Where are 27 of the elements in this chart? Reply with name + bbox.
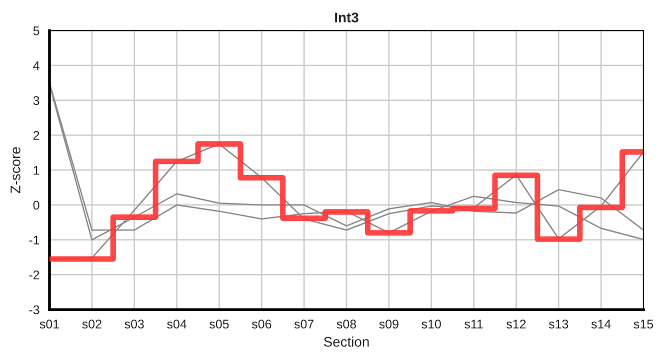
x-tick-label: s05 (209, 320, 229, 329)
x-tick-label: s04 (167, 320, 186, 329)
x-tick-label: s09 (379, 320, 398, 329)
y-tick-label: 1 (34, 166, 40, 175)
y-tick-label: -1 (29, 236, 40, 244)
y-tick-label: -3 (29, 305, 40, 314)
x-tick-label: s13 (548, 320, 568, 329)
x-tick-label: s14 (591, 320, 611, 329)
x-tick-label: s11 (464, 320, 483, 329)
chart-title: Int3 (335, 12, 358, 22)
y-tick-label: 4 (33, 61, 40, 70)
x-tick-label: s08 (336, 320, 356, 329)
y-tick-label: 3 (33, 96, 40, 105)
y-tick-label: 0 (33, 200, 40, 210)
x-axis-title: Section (324, 336, 369, 347)
x-tick-label: s01 (40, 320, 59, 329)
x-tick-label: s06 (252, 320, 272, 329)
x-tick-label: s07 (294, 320, 314, 329)
x-tick-label: s02 (82, 320, 102, 329)
x-tick-label: s10 (422, 320, 441, 329)
x-tick-label: s12 (506, 320, 526, 329)
x-tick-label: s03 (124, 320, 144, 329)
x-tick-label: s15 (634, 320, 654, 329)
y-tick-label: 5 (33, 26, 40, 36)
y-tick-label: -2 (29, 270, 40, 280)
y-axis-title: Z-score (10, 147, 20, 194)
y-tick-label: 2 (33, 131, 40, 140)
